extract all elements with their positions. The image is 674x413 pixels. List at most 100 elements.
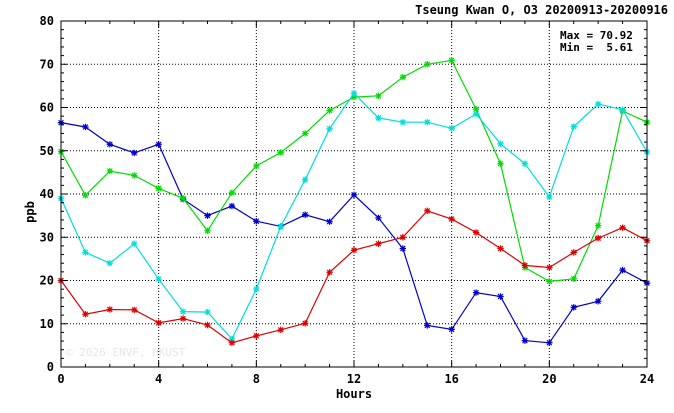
series-0-point	[448, 326, 455, 333]
series-2-point	[82, 249, 89, 256]
series-1-point	[570, 275, 577, 282]
series-0-point	[204, 212, 211, 219]
stats-max-label: Max =	[560, 29, 594, 42]
series-3-point	[106, 306, 114, 313]
series-1-point	[301, 130, 309, 137]
series-1-point	[350, 93, 358, 101]
y-tick-label: 50	[40, 144, 54, 158]
series-3-point	[399, 234, 407, 241]
series-0-point	[301, 211, 309, 218]
stats-min-value: 5.61	[606, 41, 633, 54]
series-3-point	[619, 224, 626, 231]
series-3-point	[253, 332, 260, 340]
series-2-point	[228, 335, 236, 343]
series-1-point	[155, 185, 162, 192]
stats-min-label: Min =	[560, 41, 594, 54]
grid-layer	[61, 21, 647, 367]
series-1-point	[131, 172, 138, 179]
series-0-point	[497, 293, 504, 300]
series-0-point	[106, 141, 114, 148]
x-tick-label: 16	[444, 372, 458, 386]
series-0-point	[619, 266, 626, 274]
series-3-point	[350, 247, 358, 254]
x-tick-label: 4	[155, 372, 162, 386]
series-1-point	[497, 160, 504, 167]
series-3-point	[228, 339, 236, 346]
series-3-point	[424, 207, 431, 215]
stats-max-value: 70.92	[599, 29, 633, 42]
series-3-point	[179, 315, 187, 322]
series-2-point	[253, 285, 260, 293]
series-0-point	[375, 214, 382, 221]
x-tick-label: 12	[347, 372, 361, 386]
series-2-point	[448, 125, 455, 132]
series-2-point	[301, 176, 309, 183]
series-3-point	[546, 264, 553, 271]
series-2-point	[375, 114, 382, 122]
series-2-point	[277, 223, 284, 230]
series-1-point	[106, 167, 114, 175]
series-0-point	[399, 245, 407, 252]
series-1-point	[594, 222, 602, 229]
series-2-point	[619, 106, 626, 113]
series-3-point	[594, 234, 602, 242]
series-3-point	[155, 319, 162, 327]
series-3-point	[521, 262, 529, 269]
series-2-point	[497, 140, 504, 148]
series-1-point	[204, 227, 211, 234]
series-2-point	[399, 119, 407, 126]
series-3-point	[277, 326, 284, 334]
y-tick-label: 60	[40, 101, 54, 115]
y-tick-label: 10	[40, 317, 54, 331]
series-0-point	[546, 339, 553, 346]
series-0-point	[228, 202, 236, 210]
series-1-point	[399, 74, 407, 81]
series-2-point	[594, 100, 602, 108]
series-1-point	[82, 192, 89, 199]
y-tick-label: 80	[40, 14, 54, 28]
series-3-point	[131, 306, 138, 314]
series-3-point	[570, 249, 577, 256]
series-2-point	[106, 260, 114, 267]
watermark: © 2026 ENVF, HKUST	[66, 346, 186, 359]
y-tick-label: 30	[40, 230, 54, 244]
series-1-point	[472, 106, 480, 113]
series-2-point	[521, 160, 529, 167]
y-tick-label: 0	[47, 360, 54, 374]
series-0-point	[472, 289, 480, 296]
series-0-point	[570, 304, 577, 311]
x-axis-label: Hours	[336, 387, 372, 401]
series-1-point	[326, 107, 333, 114]
series-2-point	[546, 193, 553, 201]
y-axis-label: ppb	[23, 201, 37, 223]
series-2-point	[131, 240, 138, 247]
y-tick-label: 70	[40, 57, 54, 71]
series-1-point	[253, 162, 260, 170]
series-2-point	[472, 110, 480, 118]
series-3-point	[82, 311, 89, 318]
x-tick-label: 20	[542, 372, 556, 386]
series-1-point	[424, 61, 431, 68]
chart-title: Tseung Kwan O, O3 20200913-20200916	[415, 3, 668, 17]
plot-frame	[60, 20, 648, 368]
series-3-point	[375, 240, 382, 247]
series-2-point	[570, 123, 577, 130]
series-1-point	[375, 92, 382, 100]
series-0-point	[350, 191, 358, 199]
series-3-point	[326, 269, 333, 276]
series-0-point	[82, 123, 89, 131]
series-0-point	[521, 337, 529, 344]
series-2-point	[424, 119, 431, 126]
series-1-point	[546, 278, 553, 285]
y-tick-label: 20	[40, 274, 54, 288]
series-0-point	[594, 298, 602, 305]
series-1-point	[448, 57, 455, 64]
stats-box: Max = 70.92 Min = 5.61	[560, 30, 633, 54]
series-1-point	[277, 149, 284, 156]
x-tick-label: 24	[640, 372, 654, 386]
series-2-point	[179, 308, 187, 315]
series-0-point	[253, 218, 260, 225]
series-3-point	[204, 321, 211, 329]
